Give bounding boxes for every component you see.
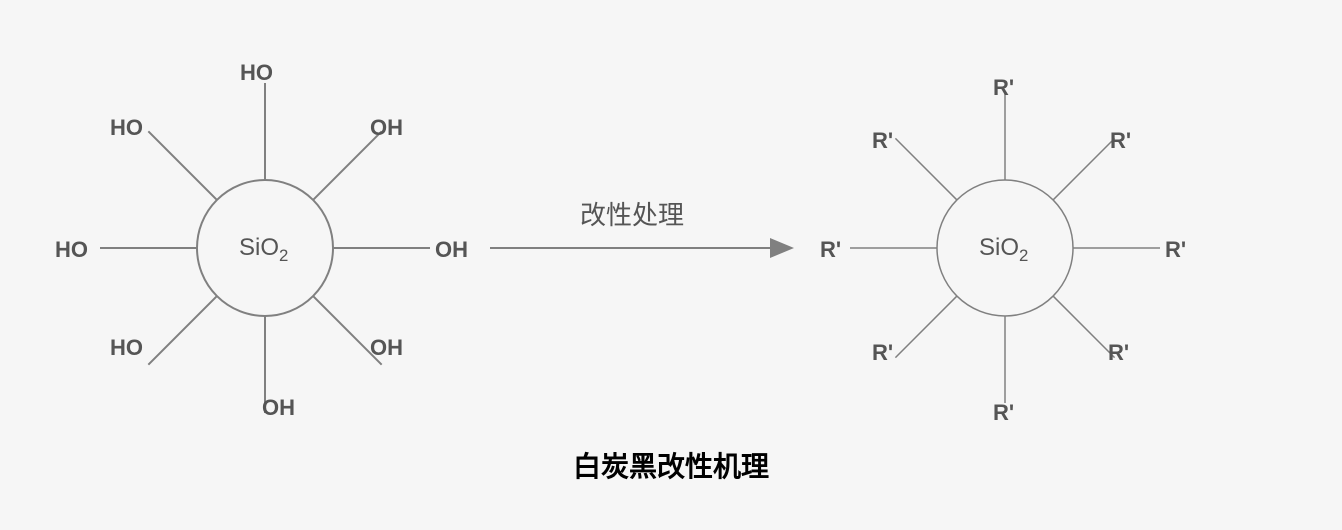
right-particle-spoke-label: R' [872,128,893,154]
right-particle-spoke-label: R' [872,340,893,366]
right-particle-spoke [1053,138,1115,200]
left-particle-spoke [148,296,217,365]
left-particle-spoke-label: OH [262,395,295,421]
right-particle-spoke-label: R' [993,400,1014,426]
right-particle-spoke-label: R' [1165,237,1186,263]
diagram-caption: 白炭黑改性机理 [573,445,769,485]
left-particle-spoke-label: OH [370,115,403,141]
left-particle-spoke-label: HO [110,115,143,141]
right-particle-spoke-label: R' [1108,340,1129,366]
right-particle-spoke-label: R' [1110,128,1131,154]
left-particle-center-label: SiO2 [239,234,288,266]
right-particle-spoke-label: R' [820,237,841,263]
left-particle-spoke [313,131,382,200]
arrow-label: 改性处理 [580,195,684,232]
left-particle-spoke-label: HO [240,60,273,86]
right-particle-spoke [895,296,957,358]
left-particle-spoke [148,131,217,200]
left-particle-spoke-label: HO [110,335,143,361]
left-particle-spoke-label: OH [370,335,403,361]
left-particle-spoke-label: HO [55,237,88,263]
right-particle-spoke-label: R' [993,75,1014,101]
right-particle-spoke [895,138,957,200]
right-particle-center-label: SiO2 [979,234,1028,266]
left-particle-spoke-label: OH [435,237,468,263]
right-particle-spoke [1053,296,1115,358]
